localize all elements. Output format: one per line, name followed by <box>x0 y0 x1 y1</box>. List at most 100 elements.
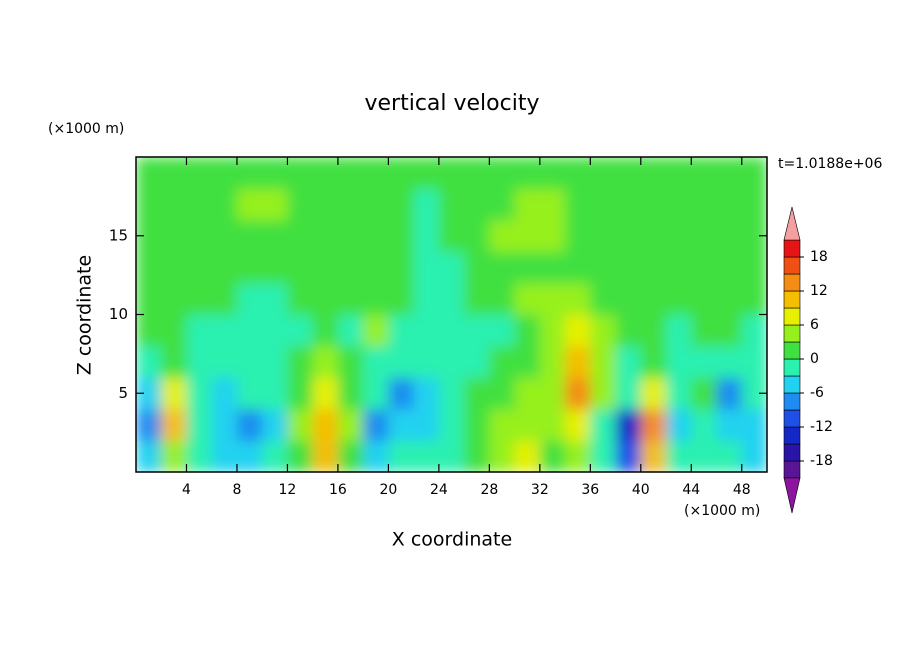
field-cell <box>666 377 692 410</box>
x-tick-label: 16 <box>329 482 347 498</box>
field-cell <box>363 377 389 410</box>
field-cell <box>615 157 642 189</box>
field-cell <box>262 377 288 410</box>
field-cell <box>640 188 667 221</box>
field-cell <box>741 251 767 284</box>
field-cell <box>489 377 516 410</box>
field-cell <box>337 251 364 284</box>
x-tick-label: 24 <box>430 482 448 498</box>
field-cell <box>640 314 667 347</box>
field-cell <box>539 157 566 189</box>
field-cell <box>388 283 415 315</box>
field-cell <box>211 409 238 441</box>
field-cell <box>262 220 288 252</box>
field-cell <box>464 409 490 441</box>
x-axis-label: X coordinate <box>392 529 512 551</box>
field-cell <box>388 157 415 189</box>
field-cell <box>464 314 490 347</box>
time-annotation: t=1.0188e+06 <box>778 156 882 172</box>
field-cell <box>489 409 516 441</box>
field-cell <box>186 377 213 410</box>
field-cell <box>438 346 465 378</box>
colorbar-band <box>783 426 801 445</box>
field-cell <box>312 440 339 472</box>
field-cell <box>388 377 415 410</box>
field-cell <box>741 283 767 315</box>
field-cell <box>640 409 667 441</box>
field-cell <box>287 283 314 315</box>
x-unit: (×1000 m) <box>684 503 760 519</box>
field-cell <box>161 220 187 252</box>
field-cell <box>565 314 591 347</box>
y-unit: (×1000 m) <box>48 121 124 137</box>
field-cell <box>489 440 516 472</box>
field-cell <box>691 188 718 221</box>
colorbar-band <box>783 392 801 411</box>
colorbar-extend-low <box>783 477 801 514</box>
field-cell <box>262 409 288 441</box>
field-cell <box>590 377 617 410</box>
field-cell <box>514 440 541 472</box>
colorbar-tick-label: 0 <box>810 351 819 367</box>
field-cell <box>666 157 692 189</box>
field-cell <box>741 157 767 189</box>
field-cell <box>691 409 718 441</box>
field-cell <box>640 251 667 284</box>
field-cell <box>489 157 516 189</box>
field-cell <box>136 440 162 472</box>
field-cell <box>413 346 440 378</box>
field-cell <box>337 188 364 221</box>
field-cell <box>262 188 288 221</box>
field-cell <box>438 440 465 472</box>
field-cell <box>539 409 566 441</box>
field-cell <box>716 346 743 378</box>
field-cell <box>236 251 263 284</box>
field-cell <box>363 251 389 284</box>
colorbar-band <box>783 239 801 258</box>
field-cell <box>287 220 314 252</box>
field-cell <box>539 188 566 221</box>
field-cell <box>413 440 440 472</box>
field-cell <box>615 220 642 252</box>
field-cell <box>413 283 440 315</box>
field-cell <box>741 346 767 378</box>
field-cell <box>186 314 213 347</box>
field-cell <box>615 251 642 284</box>
field-cell <box>388 409 415 441</box>
field-cell <box>262 251 288 284</box>
field-cell <box>590 157 617 189</box>
field-cell <box>388 251 415 284</box>
field-cell <box>413 251 440 284</box>
field-cell <box>640 220 667 252</box>
x-tick-label: 40 <box>632 482 650 498</box>
x-tick-label: 36 <box>581 482 599 498</box>
field-cell <box>186 220 213 252</box>
colorbar-extend-high <box>783 206 801 241</box>
field-cell <box>312 377 339 410</box>
field-cell <box>464 251 490 284</box>
field-cell <box>388 440 415 472</box>
field-cell <box>438 157 465 189</box>
field-cell <box>590 440 617 472</box>
field-cell <box>363 409 389 441</box>
field-cell <box>640 377 667 410</box>
field-cell <box>287 157 314 189</box>
field-cell <box>161 283 187 315</box>
field-cell <box>716 314 743 347</box>
field-cell <box>413 409 440 441</box>
field-cell <box>514 188 541 221</box>
field-cell <box>388 188 415 221</box>
field-cell <box>615 283 642 315</box>
field-cell <box>666 440 692 472</box>
field-cell <box>590 346 617 378</box>
field-cell <box>312 283 339 315</box>
field-cells <box>136 157 767 472</box>
field-cell <box>337 440 364 472</box>
colorbar-tick-label: 12 <box>810 283 828 299</box>
field-cell <box>287 251 314 284</box>
colorbar-band <box>783 290 801 309</box>
field-cell <box>464 220 490 252</box>
field-cell <box>590 283 617 315</box>
field-cell <box>236 377 263 410</box>
field-cell <box>211 251 238 284</box>
